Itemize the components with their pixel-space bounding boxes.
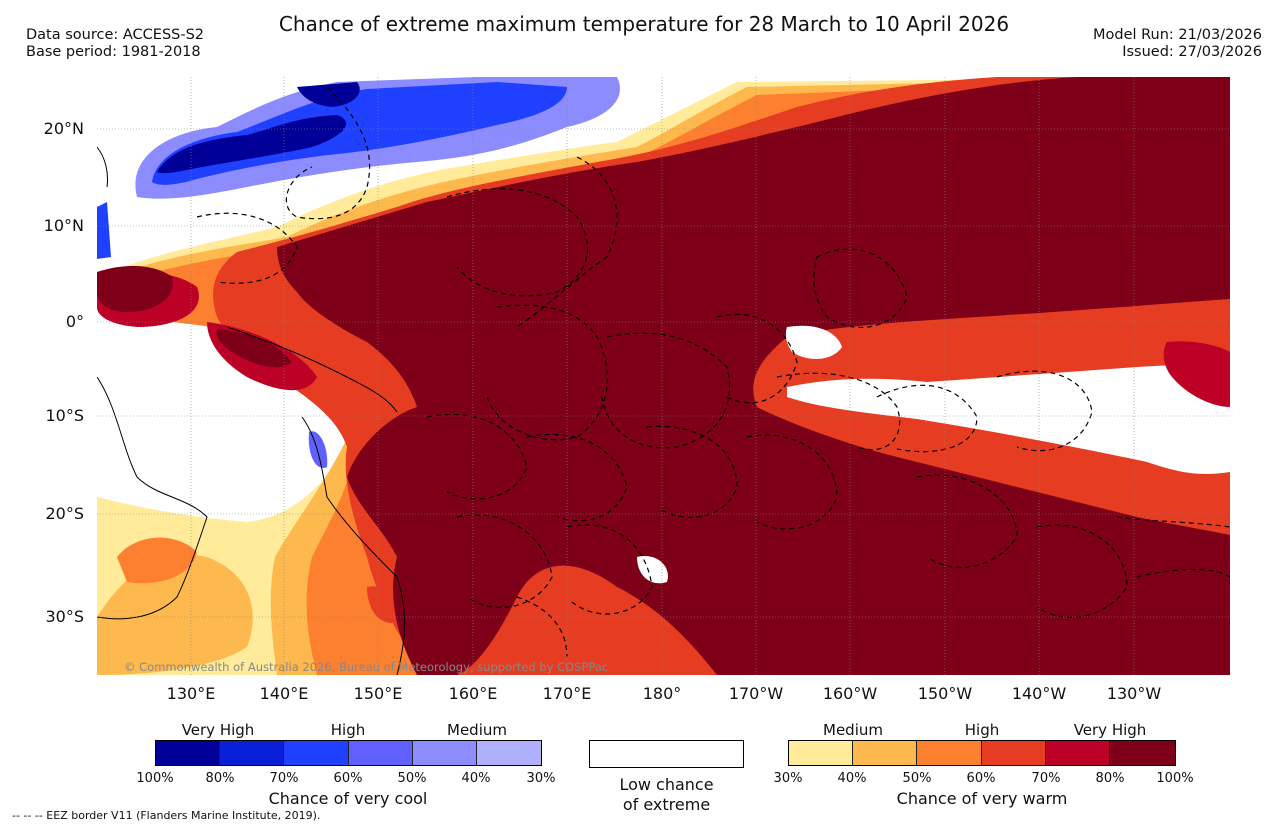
- lat-label-30s: 30°S: [45, 607, 84, 626]
- low-chance-label: Low chance of extreme: [589, 775, 744, 815]
- cool-tick: 30%: [526, 771, 556, 786]
- cool-tick: 50%: [397, 771, 427, 786]
- lat-label-0: 0°: [65, 312, 84, 331]
- cool-category-high: High: [330, 721, 366, 739]
- warm-swatch: [1044, 741, 1109, 765]
- data-source: Data source: ACCESS-S2: [26, 27, 205, 43]
- lon-label-140e: 140°E: [259, 684, 309, 703]
- lon-label-160e: 160°E: [448, 684, 498, 703]
- lon-label-150e: 150°E: [353, 684, 403, 703]
- warm-swatch: [980, 741, 1045, 765]
- low-chance-swatch: [589, 740, 744, 768]
- graticule: [97, 77, 1230, 675]
- warm-category-medium: Medium: [823, 721, 883, 739]
- cool-swatch: [347, 741, 412, 765]
- warm-category-high: High: [964, 721, 1000, 739]
- cool-tick: 40%: [461, 771, 491, 786]
- warm-swatch: [1108, 741, 1175, 765]
- cool-tick: 100%: [136, 771, 174, 786]
- cool-swatch: [411, 741, 476, 765]
- lat-label-10s: 10°S: [45, 406, 84, 425]
- warm-swatch: [852, 741, 917, 765]
- warm-swatch: [916, 741, 981, 765]
- cool-swatch: [156, 741, 220, 765]
- cool-tick: 60%: [333, 771, 363, 786]
- model-run: Model Run: 21/03/2026: [1092, 27, 1262, 43]
- lon-label-160w: 160°W: [822, 684, 878, 703]
- warm-swatch: [789, 741, 853, 765]
- very-high-warm-region: [97, 77, 1230, 675]
- map-title: Chance of extreme maximum temperature fo…: [278, 12, 1010, 36]
- warm-tick: 30%: [773, 771, 803, 786]
- eez-borders: [196, 86, 1230, 658]
- meta-left: Data source: ACCESS-S2 Base period: 1981…: [26, 27, 204, 61]
- warm-tick: 70%: [1031, 771, 1061, 786]
- cool-category-medium: Medium: [447, 721, 507, 739]
- low-chance-line1: Low chance: [619, 775, 714, 794]
- lon-label-150w: 150°W: [917, 684, 973, 703]
- cool-colorbar: [155, 740, 542, 766]
- lon-label-170w: 170°W: [728, 684, 784, 703]
- lon-label-130e: 130°E: [166, 684, 216, 703]
- issued-date: Issued: 27/03/2026: [1122, 44, 1262, 60]
- lon-label-130w: 130°W: [1106, 684, 1162, 703]
- warm-category-very-high: Very High: [1073, 721, 1147, 739]
- copyright-text: © Commonwealth of Australia 2026, Bureau…: [124, 660, 609, 674]
- warm-tick: 50%: [902, 771, 932, 786]
- cool-tick: 80%: [205, 771, 235, 786]
- cool-swatch: [475, 741, 542, 765]
- cool-legend-title: Chance of very cool: [268, 789, 428, 808]
- cool-swatch: [219, 741, 284, 765]
- warm-tick: 80%: [1095, 771, 1125, 786]
- low-chance-line2: of extreme: [622, 795, 711, 814]
- cool-category-very-high: Very High: [181, 721, 255, 739]
- coastlines: [97, 146, 405, 675]
- lat-label-10n: 10°N: [43, 216, 84, 235]
- lat-label-20s: 20°S: [45, 504, 84, 523]
- warm-legend-title: Chance of very warm: [896, 789, 1068, 808]
- warm-colorbar: [788, 740, 1176, 766]
- warm-tick: 100%: [1156, 771, 1194, 786]
- warm-tick: 40%: [837, 771, 867, 786]
- cool-tick: 70%: [269, 771, 299, 786]
- eez-footnote: -- -- -- EEZ border V11 (Flanders Marine…: [12, 809, 321, 822]
- lon-label-140w: 140°W: [1011, 684, 1067, 703]
- meta-right: Model Run: 21/03/2026 Issued: 27/03/2026: [1093, 27, 1262, 61]
- lat-label-20n: 20°N: [43, 119, 84, 138]
- base-period: Base period: 1981-2018: [26, 44, 201, 60]
- forecast-map: [97, 77, 1230, 675]
- cool-swatch: [283, 741, 348, 765]
- warm-tick: 60%: [966, 771, 996, 786]
- lon-label-180: 180°: [642, 684, 682, 703]
- lon-label-170e: 170°E: [542, 684, 592, 703]
